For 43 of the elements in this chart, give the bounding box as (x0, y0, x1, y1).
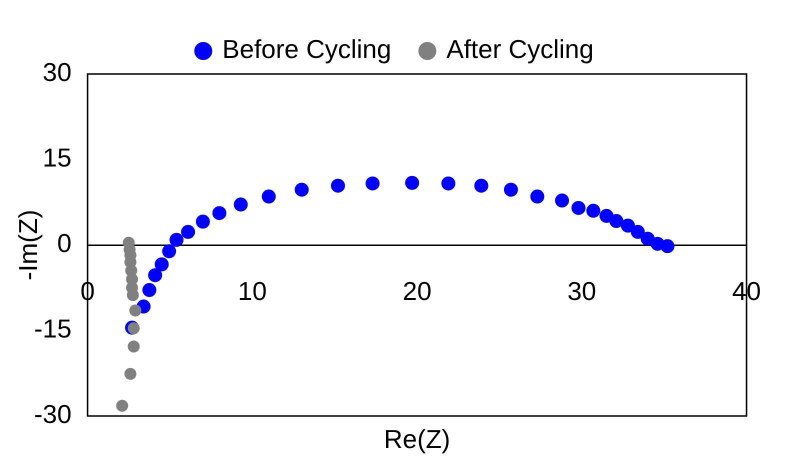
point (116, 400, 128, 412)
point (162, 244, 176, 258)
point (366, 176, 380, 190)
point (170, 232, 184, 247)
point (609, 214, 624, 228)
y-tick-label: 0 (57, 228, 72, 258)
y-tick-label: 15 (42, 142, 72, 173)
point (294, 182, 309, 197)
x-tick-label: 20 (402, 276, 432, 306)
point (600, 208, 614, 223)
point (129, 304, 142, 317)
point (586, 204, 600, 218)
y-tick-label: -30 (34, 399, 72, 430)
x-tick-label: 10 (238, 276, 267, 306)
y-axis-title: -Im(Z) (13, 210, 44, 280)
point (405, 176, 420, 190)
point (630, 224, 645, 239)
point (154, 257, 169, 272)
point (128, 340, 140, 352)
legend-label: After Cycling (446, 34, 594, 64)
point (128, 322, 140, 334)
point (262, 190, 276, 204)
point (124, 368, 136, 380)
x-axis-title: Re(Z) (384, 424, 450, 454)
point (330, 178, 345, 193)
point (555, 194, 570, 208)
point (142, 283, 156, 298)
y-tick-label: -15 (34, 314, 72, 344)
point (572, 200, 586, 215)
point (148, 268, 162, 282)
y-tick-label: 30 (42, 57, 72, 88)
x-tick-label: 30 (567, 276, 596, 306)
point (196, 214, 210, 229)
point (181, 224, 196, 239)
legend-label: Before Cycling (222, 34, 392, 64)
point (212, 206, 226, 220)
point (620, 218, 635, 233)
point (530, 190, 544, 204)
point (234, 198, 248, 212)
point (441, 176, 456, 190)
point (504, 182, 518, 197)
point (474, 178, 488, 193)
point (660, 239, 674, 254)
